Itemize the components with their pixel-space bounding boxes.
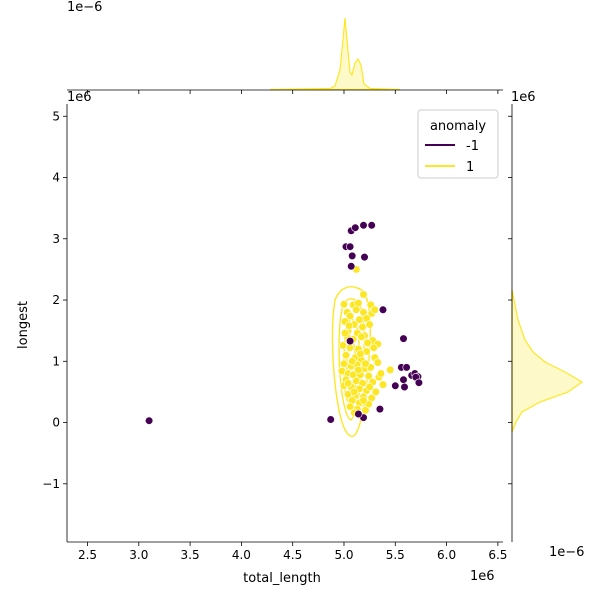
normal-point <box>352 305 361 314</box>
normal-point <box>346 402 355 411</box>
top-marginal-offset-label: 1e−6 <box>67 0 102 15</box>
legend: anomaly -1 1 <box>417 109 499 179</box>
y-tick-label: −1 <box>42 477 60 491</box>
x-axis-label: total_length <box>243 571 321 586</box>
right-marginal-plot: 1e6 1e−6 <box>511 90 584 560</box>
normal-point <box>356 349 365 359</box>
y-axis-ticks: −1 0 1 2 3 4 5 <box>42 109 512 491</box>
legend-frame <box>417 109 499 179</box>
top-marginal-plot: 1e−6 <box>67 0 503 91</box>
anomaly-point <box>346 242 355 251</box>
anomaly-point <box>367 221 376 230</box>
right-marginal-kde <box>511 289 584 433</box>
anomaly-point <box>348 251 357 260</box>
legend-title: anomaly <box>430 119 486 134</box>
normal-point <box>339 359 349 368</box>
normal-point <box>357 332 366 341</box>
normal-point <box>370 305 379 314</box>
normal-point <box>350 387 359 397</box>
normal-point <box>340 329 350 338</box>
x-tick-label: 2.5 <box>78 548 97 562</box>
right-marginal-offset-label: 1e−6 <box>549 545 584 560</box>
main-plot: 2.5 3.0 3.5 4.0 4.5 5.0 5.5 6.0 6.5 −1 0 1 2 3 4 5 1e6… <box>16 90 512 586</box>
x-tick-label: 5.5 <box>386 548 405 562</box>
x-tick-label: 5.0 <box>334 548 353 562</box>
anomaly-point <box>360 253 369 262</box>
anomaly-point <box>359 221 368 230</box>
normal-point <box>348 357 357 366</box>
anomaly-point <box>402 363 411 372</box>
anomaly-point <box>414 378 424 387</box>
y-offset-label: 1e6 <box>67 90 92 105</box>
anomaly-point <box>378 305 388 314</box>
anomaly-point <box>375 405 385 414</box>
anomaly-point <box>346 337 355 346</box>
normal-point <box>386 365 395 375</box>
anomaly-point <box>145 416 154 425</box>
x-tick-label: 3.0 <box>129 548 148 562</box>
right-marginal-top-label: 1e6 <box>511 90 536 105</box>
normal-point <box>365 382 374 392</box>
anomaly-point <box>354 409 363 419</box>
normal-point <box>358 322 367 332</box>
scatter-points <box>145 221 424 425</box>
legend-label-anomaly: -1 <box>466 139 479 154</box>
x-offset-label: 1e6 <box>470 569 495 584</box>
top-marginal-kde <box>269 17 401 91</box>
normal-point <box>365 320 374 329</box>
normal-point <box>363 338 372 348</box>
y-tick-label: 3 <box>52 232 60 246</box>
y-tick-label: 2 <box>52 293 60 307</box>
normal-point <box>338 341 348 350</box>
normal-point <box>359 290 368 299</box>
y-tick-label: 5 <box>52 109 60 123</box>
x-tick-label: 4.0 <box>232 548 251 562</box>
normal-point <box>341 351 351 360</box>
x-tick-label: 3.5 <box>181 548 200 562</box>
anomaly-point <box>391 381 400 390</box>
anomaly-point <box>326 415 335 424</box>
anomaly-point <box>347 262 356 271</box>
normal-point <box>369 343 378 352</box>
x-axis-ticks: 2.5 3.0 3.5 4.0 4.5 5.0 5.5 6.0 6.5 <box>78 90 507 562</box>
anomaly-point <box>399 334 408 343</box>
normal-point <box>354 365 363 375</box>
normal-point <box>378 380 388 389</box>
normal-point <box>344 379 353 388</box>
normal-point <box>376 369 386 378</box>
anomaly-point <box>351 223 360 232</box>
normal-point <box>339 300 349 309</box>
anomaly-point <box>399 375 408 384</box>
x-tick-label: 6.0 <box>437 548 456 562</box>
normal-point <box>364 371 373 381</box>
normal-point <box>361 359 370 368</box>
anomaly-point <box>400 382 409 392</box>
legend-label-normal: 1 <box>466 160 474 175</box>
y-tick-label: 4 <box>52 171 60 185</box>
x-tick-label: 4.5 <box>283 548 302 562</box>
x-tick-label: 6.5 <box>488 548 507 562</box>
y-tick-label: 1 <box>52 354 60 368</box>
y-axis-label: longest <box>16 301 31 349</box>
normal-point <box>346 311 355 321</box>
normal-point <box>345 321 354 330</box>
y-tick-label: 0 <box>52 416 60 430</box>
normal-point <box>371 387 380 397</box>
normal-point <box>359 396 368 405</box>
normal-point <box>373 358 382 367</box>
